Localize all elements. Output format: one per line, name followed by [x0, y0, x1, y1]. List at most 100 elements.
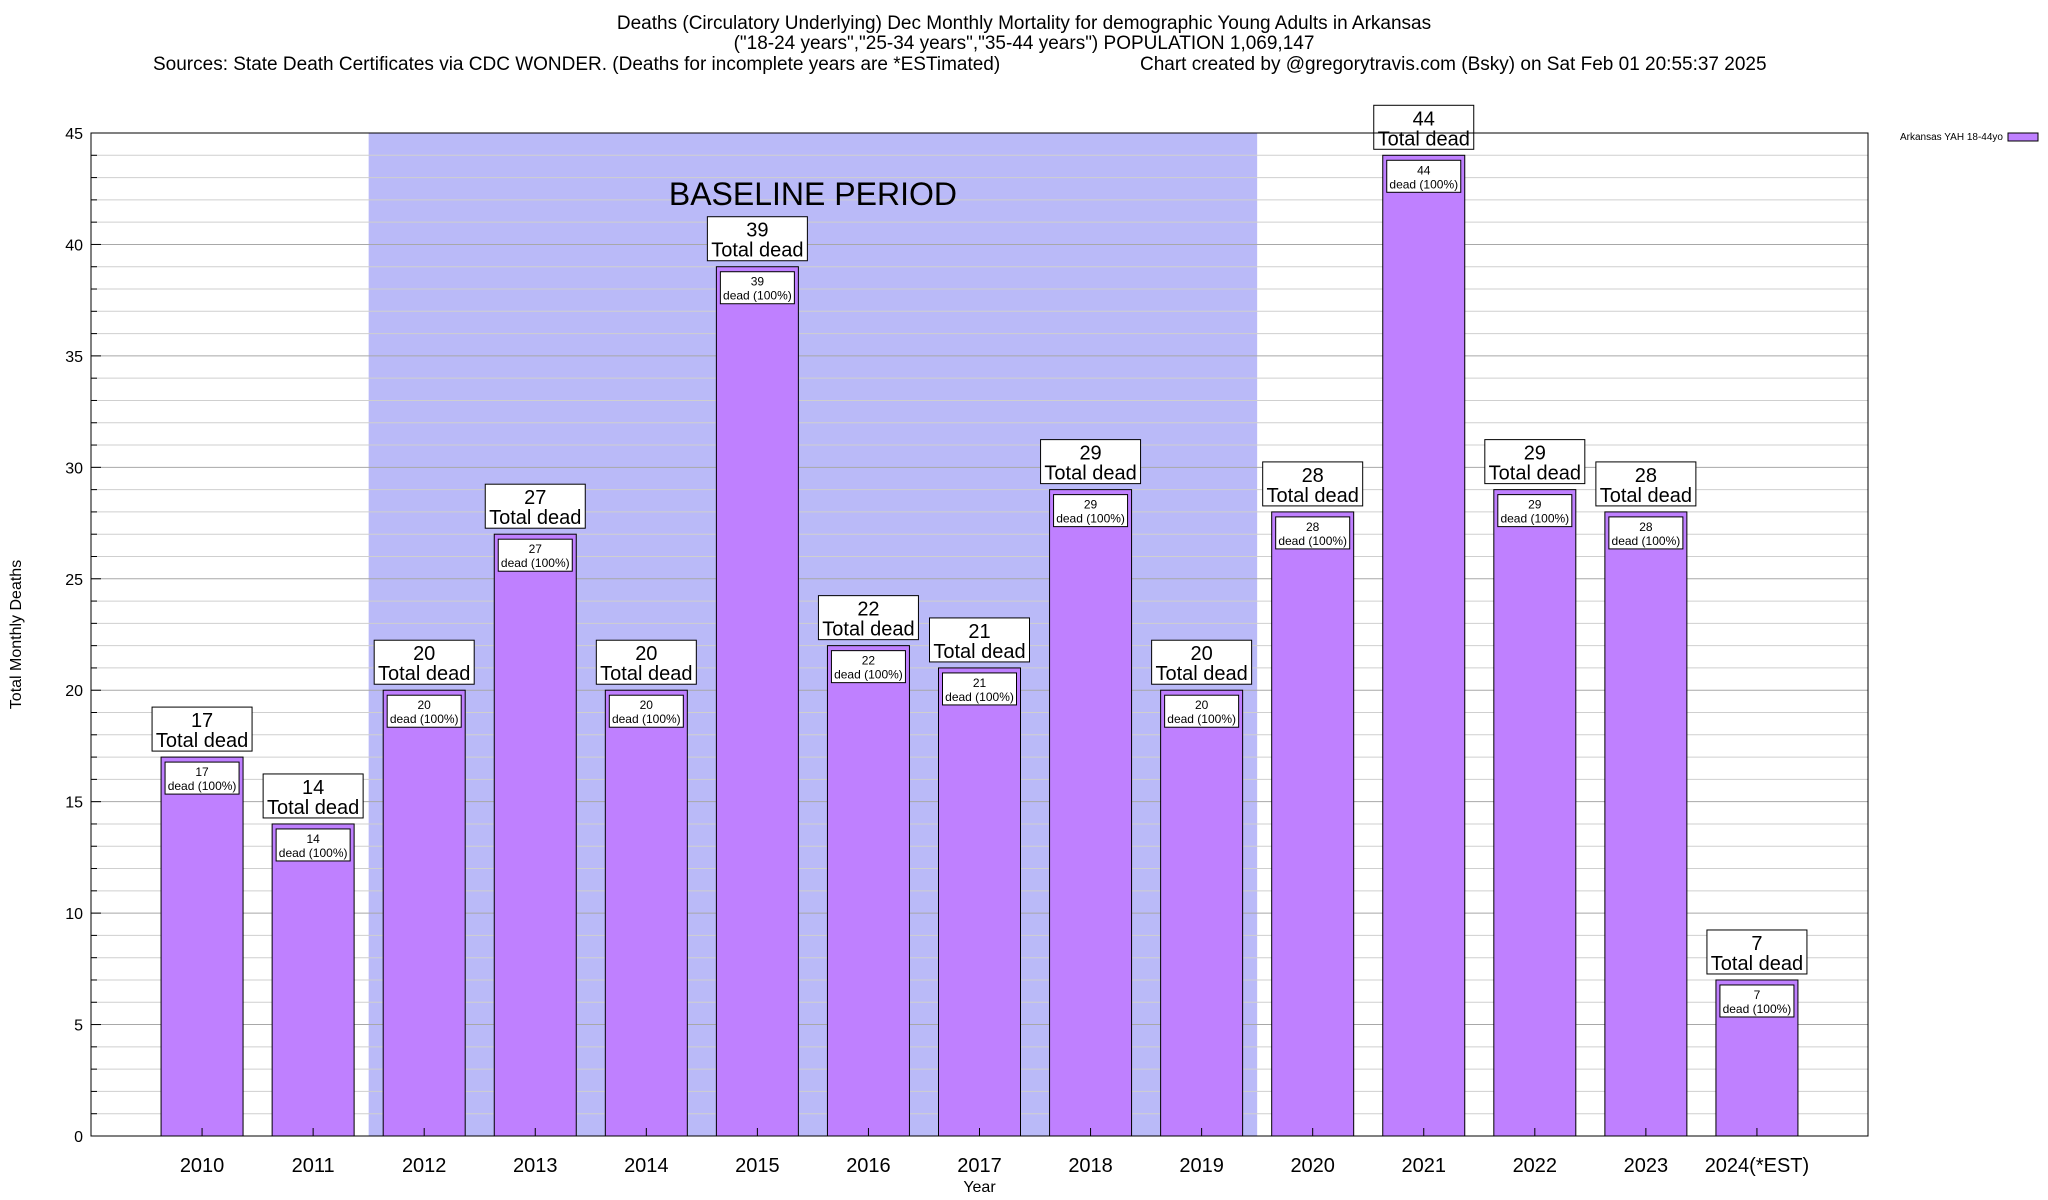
bar-inner-label: dead (100%): [390, 712, 459, 726]
bar-inner-label-box: [1053, 494, 1129, 528]
bar-top-label: Total dead: [1044, 463, 1136, 485]
bar-top-label: Total dead: [600, 663, 692, 685]
bar-inner-label-box: [1608, 516, 1684, 550]
bar-top-value: 22: [857, 599, 879, 621]
bar-inner-label: dead (100%): [723, 289, 792, 303]
bar: [382, 689, 466, 1137]
bar-top-label-box: [1484, 439, 1586, 485]
bar-top-label: Total dead: [1711, 953, 1803, 975]
bar: [493, 533, 577, 1137]
bar-top-label: Total dead: [933, 641, 1025, 663]
x-tick-label: 2016: [846, 1155, 891, 1177]
x-tick-label: 2022: [1513, 1155, 1558, 1177]
bar-top-value: 28: [1302, 465, 1324, 487]
y-axis-title: Total Monthly Deaths: [8, 560, 25, 709]
y-tick-label: 30: [65, 460, 83, 477]
x-tick-label: 2018: [1068, 1155, 1113, 1177]
y-tick-label: 40: [65, 237, 83, 254]
bar: [160, 756, 244, 1137]
bar: [1604, 511, 1688, 1137]
bar-top-label: Total dead: [489, 507, 581, 529]
bar-inner-label-box: [608, 694, 684, 728]
chart-title: Deaths (Circulatory Underlying) Dec Mont…: [616, 13, 1432, 34]
bar: [1382, 154, 1466, 1137]
bar-inner-label: dead (100%): [1167, 712, 1236, 726]
bar-top-label-box: [1151, 639, 1253, 685]
y-tick-label: 45: [65, 126, 83, 143]
y-tick-label: 0: [74, 1129, 83, 1146]
bar-inner-label-box: [164, 761, 240, 795]
bar-top-label: Total dead: [1600, 485, 1692, 507]
bar-top-label: Total dead: [1155, 663, 1247, 685]
bar-inner-label-box: [719, 271, 795, 305]
bar-inner-value: 28: [1306, 520, 1320, 534]
bar-inner-label: dead (100%): [1723, 1002, 1792, 1016]
bar-top-value: 27: [524, 487, 546, 509]
bar-inner-label: dead (100%): [1056, 512, 1125, 526]
bar-inner-label-box: [1275, 516, 1351, 550]
bar-inner-value: 29: [1528, 498, 1542, 512]
bar-inner-label: dead (100%): [1389, 177, 1458, 191]
bar-top-value: 14: [302, 777, 324, 799]
x-tick-label: 2015: [735, 1155, 780, 1177]
bar-top-value: 29: [1079, 443, 1101, 465]
bar-inner-value: 17: [195, 765, 209, 779]
bar-inner-label-box: [942, 672, 1017, 706]
bar: [715, 266, 799, 1137]
bar-inner-value: 20: [1195, 698, 1209, 712]
bar-inner-label-box: [1497, 494, 1573, 528]
bar: [271, 823, 355, 1137]
bar-top-label-box: [262, 773, 364, 819]
bar-top-label: Total dead: [156, 730, 248, 752]
bar-inner-label: dead (100%): [1278, 534, 1347, 548]
chart-credit: Chart created by @gregorytravis.com (Bsk…: [1140, 54, 1767, 75]
bar-inner-label: dead (100%): [1612, 534, 1681, 548]
bar-inner-label: dead (100%): [945, 690, 1014, 704]
bar-inner-value: 20: [640, 698, 654, 712]
bar-inner-label: dead (100%): [612, 712, 681, 726]
bar-inner-label: dead (100%): [279, 846, 348, 860]
bar-inner-label: dead (100%): [501, 556, 570, 570]
bar-top-value: 28: [1635, 465, 1657, 487]
x-tick-label: 2011: [292, 1155, 335, 1177]
bar-inner-label-box: [1164, 694, 1240, 728]
chart-subtitle: ("18-24 years","25-34 years","35-44 year…: [733, 33, 1315, 54]
bar-top-value: 7: [1751, 933, 1762, 955]
bar-top-label: Total dead: [378, 663, 470, 685]
baseline-label: BASELINE PERIOD: [669, 176, 957, 212]
bar-top-label-box: [929, 617, 1030, 663]
y-tick-label: 25: [65, 572, 83, 589]
bar-inner-label-box: [830, 650, 906, 684]
bar-inner-label: dead (100%): [168, 779, 237, 793]
x-tick-label: 2021: [1402, 1155, 1447, 1177]
bar-top-value: 20: [635, 643, 657, 665]
y-tick-label: 15: [65, 795, 83, 812]
bar: [938, 667, 1021, 1137]
bar-inner-label-box: [386, 694, 462, 728]
bar-inner-label-box: [275, 828, 351, 862]
bar-top-label-box: [484, 483, 586, 529]
bar: [604, 689, 688, 1137]
bar-top-value: 21: [968, 621, 990, 643]
bar-inner-value: 20: [418, 698, 432, 712]
bar-top-label-box: [151, 706, 253, 752]
x-tick-label: 2024(*EST): [1705, 1155, 1810, 1177]
bar-top-label: Total dead: [267, 797, 359, 819]
bar: [1493, 489, 1577, 1137]
x-tick-label: 2019: [1179, 1155, 1224, 1177]
x-tick-label: 2013: [513, 1155, 558, 1177]
bar-top-value: 20: [413, 643, 435, 665]
bar: [1160, 689, 1244, 1137]
bar-top-label: Total dead: [1489, 463, 1581, 485]
bar-inner-label-box: [497, 538, 573, 572]
bar-top-label: Total dead: [822, 619, 914, 641]
bar-top-value: 20: [1191, 643, 1213, 665]
x-tick-label: 2010: [180, 1155, 225, 1177]
bar-top-label: Total dead: [1378, 128, 1470, 150]
bar-top-label-box: [1595, 461, 1697, 507]
bar-inner-value: 39: [751, 275, 765, 289]
bar-top-label-box: [373, 639, 475, 685]
y-tick-label: 20: [65, 683, 83, 700]
bar: [1271, 511, 1355, 1137]
